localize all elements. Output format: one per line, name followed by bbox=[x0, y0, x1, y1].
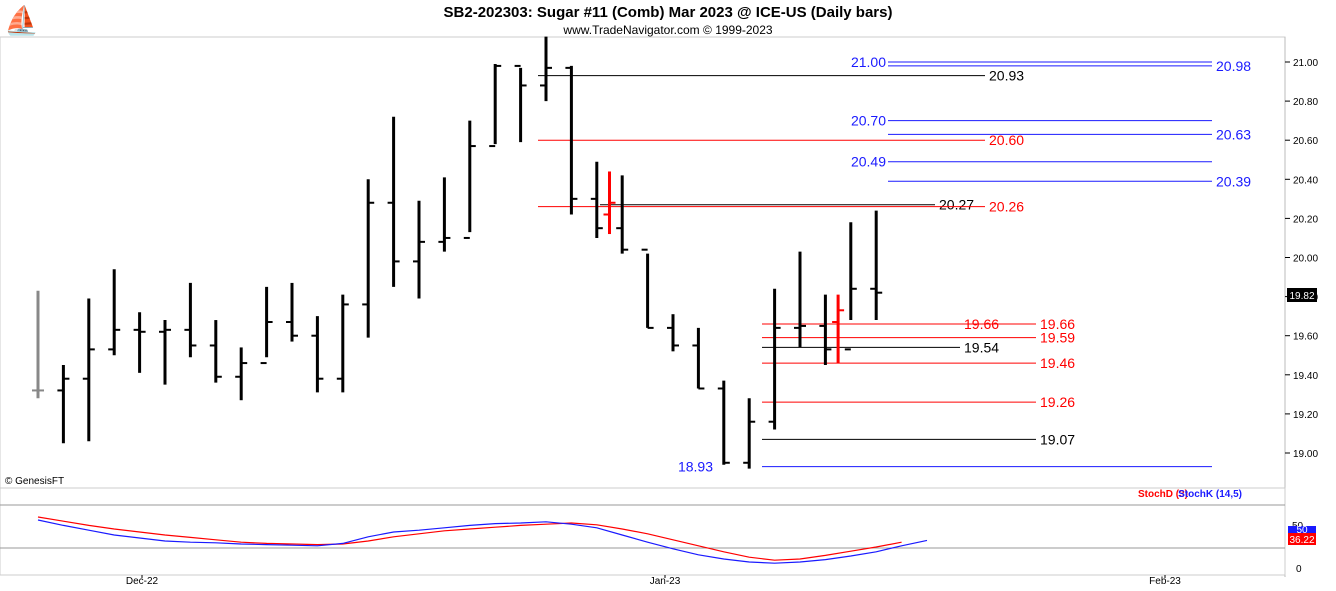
last-price-box: 19.82 bbox=[1287, 288, 1317, 302]
level-label: 19.46 bbox=[1040, 355, 1075, 371]
level-label: 20.39 bbox=[1216, 173, 1251, 189]
level-label: 20.70 bbox=[851, 113, 886, 129]
level-label: 20.60 bbox=[989, 132, 1024, 148]
level-label: 19.66 bbox=[1040, 316, 1075, 332]
y-tick-label: 21.00 bbox=[1293, 58, 1318, 69]
x-tick-feb-23: Feb-23 bbox=[1149, 576, 1181, 587]
stochastic-lines bbox=[37, 516, 928, 564]
level-lines: 21.00 20.98 20.93 20.70 20.63 20.60 20.49 20.39… bbox=[538, 54, 1251, 475]
level-label: 21.00 bbox=[851, 54, 886, 70]
x-tick-jan-23: Jan-23 bbox=[650, 576, 681, 587]
date-axis: Dec-22 Jan-23 Feb-23 bbox=[126, 575, 1181, 587]
stoch-last-values: 50 36.22 bbox=[1288, 525, 1316, 546]
stochastic-panel bbox=[0, 487, 1286, 576]
x-tick-dec-22: Dec-22 bbox=[126, 576, 159, 587]
level-label: 20.27 bbox=[939, 197, 974, 213]
level-label: 20.49 bbox=[851, 154, 886, 170]
y-tick-label: 19.20 bbox=[1293, 410, 1318, 421]
y-tick-label: 20.20 bbox=[1293, 214, 1318, 225]
stoch-last-k: 50 bbox=[1296, 525, 1308, 536]
last-price-label: 19.82 bbox=[1289, 291, 1314, 302]
chart-title: SB2-202303: Sugar #11 (Comb) Mar 2023 @ … bbox=[444, 4, 893, 21]
y-tick-label: 19.40 bbox=[1293, 371, 1318, 382]
logo: ⛵ bbox=[4, 4, 39, 37]
y-tick-label: 20.40 bbox=[1293, 175, 1318, 186]
stoch-tick-0: 0 bbox=[1296, 564, 1302, 575]
sailboat-logo-icon: ⛵ bbox=[4, 4, 39, 37]
level-label: 19.07 bbox=[1040, 431, 1075, 447]
copyright-label: © GenesisFT bbox=[5, 476, 64, 487]
chart-subtitle: www.TradeNavigator.com © 1999-2023 bbox=[562, 23, 772, 37]
level-label: 20.93 bbox=[989, 68, 1024, 84]
level-label: 19.59 bbox=[1040, 330, 1075, 346]
y-tick-label: 19.60 bbox=[1293, 332, 1318, 343]
stoch-last-d: 36.22 bbox=[1289, 535, 1314, 546]
price-bars bbox=[32, 36, 883, 469]
level-label: 19.26 bbox=[1040, 394, 1075, 410]
stoch-line bbox=[37, 516, 902, 561]
legend-stochk: StochK (14,5) bbox=[1178, 489, 1242, 500]
level-label: 20.98 bbox=[1216, 58, 1251, 74]
y-tick-label: 20.60 bbox=[1293, 136, 1318, 147]
level-label: 19.54 bbox=[964, 339, 999, 355]
y-tick-label: 19.00 bbox=[1293, 449, 1318, 460]
y-tick-label: 20.80 bbox=[1293, 97, 1318, 108]
legend-stochd: StochD (3) bbox=[1138, 489, 1188, 500]
y-tick-label: 20.00 bbox=[1293, 254, 1318, 265]
level-label: 18.93 bbox=[678, 459, 713, 475]
level-label: 20.26 bbox=[989, 199, 1024, 215]
stoch-line bbox=[37, 519, 928, 564]
level-label: 20.63 bbox=[1216, 126, 1251, 142]
